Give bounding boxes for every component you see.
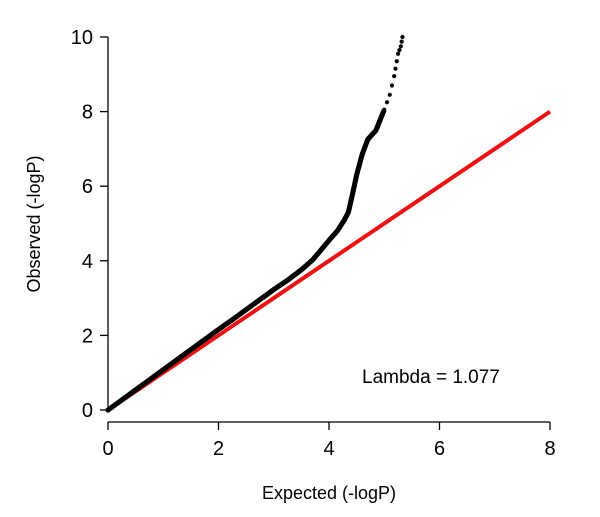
data-point — [397, 47, 402, 53]
y-tick-label: 8 — [82, 102, 93, 124]
data-point — [389, 83, 395, 88]
x-tick-label: 6 — [434, 438, 445, 460]
y-axis-title: Observed (-logP) — [24, 155, 44, 292]
x-tick-label: 4 — [323, 438, 334, 460]
axis-ticks: 0 2 4 6 8 0 2 4 6 8 10 — [71, 27, 556, 460]
reference-line-layer — [106, 109, 552, 412]
x-tick-label: 8 — [544, 438, 555, 460]
data-point — [398, 44, 403, 49]
data-point — [393, 66, 398, 71]
lambda-annotation: Lambda = 1.077 — [362, 367, 500, 388]
y-tick-label: 2 — [82, 325, 93, 347]
x-axis-title: Expected (-logP) — [262, 483, 396, 503]
y-tick-label: 6 — [82, 176, 93, 198]
y-tick-label: 10 — [71, 27, 93, 49]
data-point — [392, 74, 397, 79]
y-tick-label: 0 — [82, 400, 93, 422]
reference-line — [106, 109, 552, 412]
data-points — [105, 34, 405, 413]
data-point — [387, 92, 392, 97]
data-point — [384, 100, 390, 105]
x-tick-label: 0 — [102, 438, 113, 460]
data-point — [395, 51, 401, 56]
data-point — [394, 59, 399, 64]
data-point — [382, 107, 387, 112]
data-point — [399, 39, 404, 44]
y-tick-label: 4 — [82, 251, 93, 273]
x-tick-label: 2 — [213, 438, 224, 460]
data-point — [400, 34, 405, 40]
